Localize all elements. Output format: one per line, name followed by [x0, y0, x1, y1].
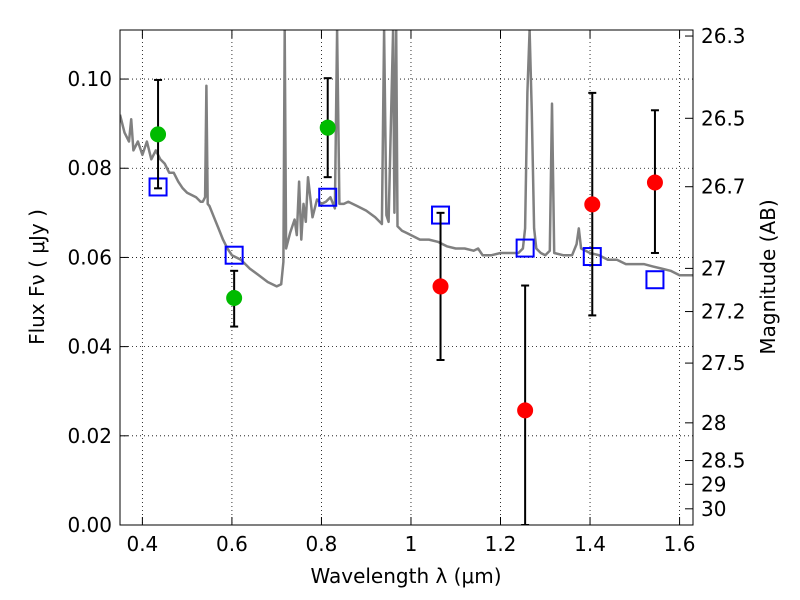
right-tick-label: 27.2 [701, 300, 746, 324]
right-tick-label: 28 [701, 411, 726, 435]
x-tick-label: 0.8 [306, 532, 338, 556]
ticks [120, 30, 693, 526]
green-data-point [226, 290, 243, 307]
model-square-marker [515, 238, 535, 258]
green-data-point [150, 126, 167, 143]
y-tick-label: 0.10 [67, 67, 112, 91]
tick-labels: 0.4 0.6 0.8 1 1.2 1.4 1.6 0.00 0.02 0.04 0.06 0.08 0… [67, 24, 745, 556]
x-tick-label: 1.2 [485, 532, 517, 556]
x-axis-title: Wavelength λ (μm) [310, 564, 501, 588]
y-tick-label: 0.06 [67, 245, 112, 269]
y-tick-label: 0.08 [67, 156, 112, 180]
x-tick-label: 1.4 [574, 532, 606, 556]
red-data-point [432, 278, 449, 295]
right-tick-label: 28.5 [701, 449, 746, 473]
y-tick-label: 0.02 [67, 424, 112, 448]
red-data-point [584, 196, 601, 213]
red-data-point [517, 402, 534, 419]
spectrum-line [120, 30, 693, 288]
model-square-marker [318, 187, 338, 207]
right-tick-label: 27.5 [701, 351, 746, 375]
plot-frame [119, 29, 694, 526]
right-tick-label: 27 [701, 256, 726, 280]
series-layer [120, 30, 693, 525]
right-tick-label: 29 [701, 472, 726, 496]
right-axis-title: Magnitude (AB) [756, 199, 780, 354]
grid [120, 30, 693, 526]
red-data-point [646, 174, 663, 191]
y-tick-label: 0.00 [67, 513, 112, 537]
right-tick-label: 26.7 [701, 175, 746, 199]
x-tick-label: 1 [405, 532, 418, 556]
right-tick-label: 26.3 [701, 24, 746, 48]
x-tick-label: 1.6 [664, 532, 696, 556]
x-tick-label: 0.6 [216, 532, 248, 556]
right-tick-label: 30 [701, 497, 726, 521]
green-data-point [319, 119, 336, 136]
model-square-marker [645, 270, 665, 290]
plot-background [120, 30, 693, 525]
right-tick-label: 26.5 [701, 106, 746, 130]
y-axis-title: Flux Fν ( μJy ) [25, 209, 49, 345]
model-square-marker [224, 245, 244, 265]
y-tick-label: 0.04 [67, 335, 112, 359]
x-tick-label: 0.4 [126, 532, 158, 556]
